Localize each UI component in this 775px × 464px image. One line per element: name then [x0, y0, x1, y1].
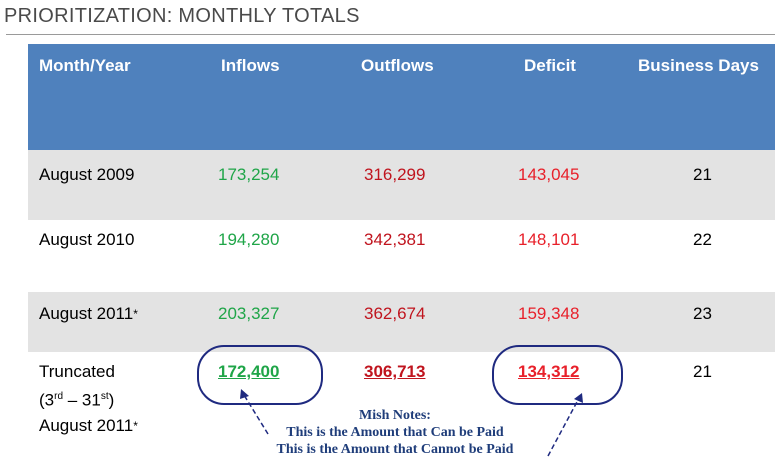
table-row: August 2009 173,254 316,299 143,045 21 [28, 150, 775, 220]
month-text: August 2011 [39, 415, 134, 435]
month-text: August 2011 [39, 304, 134, 323]
header-outflows: Outflows [361, 56, 434, 75]
cell-outflows: 306,713 [364, 362, 426, 381]
ordinal-st: st [100, 391, 109, 402]
cell-month: Truncated (3rd – 31st) August 2011* [39, 359, 138, 439]
notes-cannot-pay: This is the Amount that Cannot be Paid [276, 442, 514, 457]
month-line-3: August 2011* [39, 413, 138, 439]
cell-inflows: 203,327 [218, 304, 280, 323]
cell-month: August 2011* [39, 304, 138, 324]
cell-outflows: 342,381 [364, 230, 426, 249]
range-close: ) [108, 390, 115, 410]
notes-can-pay: This is the Amount that Can be Paid [286, 425, 504, 440]
range-mid: – 31 [63, 390, 101, 410]
ordinal-rd: rd [54, 391, 64, 402]
cell-outflows: 362,674 [364, 304, 426, 323]
cell-month: August 2010 [39, 230, 135, 249]
range-open: (3 [39, 390, 55, 410]
cell-business-days: 21 [693, 165, 712, 184]
cell-business-days: 23 [693, 304, 712, 323]
notes-title: Mish Notes: [359, 408, 431, 423]
cell-business-days: 21 [693, 362, 712, 381]
table-row: August 2010 194,280 342,381 148,101 22 [28, 220, 775, 292]
mish-notes: Mish Notes: This is the Amount that Can … [230, 407, 560, 458]
cell-deficit: 148,101 [518, 230, 580, 249]
cell-deficit: 143,045 [518, 165, 580, 184]
cell-inflows-highlighted: 172,400 [218, 362, 280, 381]
page-title: PRIORITIZATION: MONTHLY TOTALS [4, 5, 360, 27]
cell-deficit: 159,348 [518, 304, 580, 323]
cell-inflows: 173,254 [218, 165, 280, 184]
header-month-year: Month/Year [39, 56, 131, 75]
cell-business-days: 22 [693, 230, 712, 249]
table-header: Month/Year Inflows Outflows Deficit Busi… [28, 44, 775, 150]
cell-month: August 2009 [39, 165, 135, 184]
header-business-days: Business Days [638, 56, 759, 75]
header-inflows: Inflows [221, 56, 280, 75]
footnote-asterisk: * [133, 307, 138, 321]
cell-outflows: 316,299 [364, 165, 426, 184]
title-divider [6, 34, 775, 35]
header-deficit: Deficit [524, 56, 576, 75]
month-line-2: (3rd – 31st) [39, 384, 138, 413]
cell-deficit-highlighted: 134,312 [518, 362, 580, 381]
table-row: August 2011* 203,327 362,674 159,348 23 [28, 292, 775, 352]
footnote-asterisk: * [133, 418, 138, 433]
cell-inflows: 194,280 [218, 230, 280, 249]
month-line-1: Truncated [39, 362, 115, 381]
